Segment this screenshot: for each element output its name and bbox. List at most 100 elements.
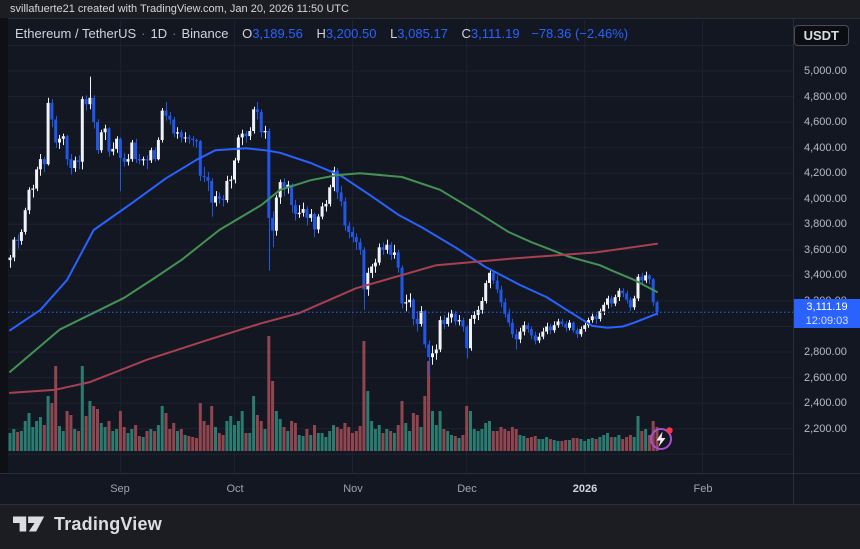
- volume-bar: [499, 427, 503, 451]
- candle-body: [647, 275, 651, 280]
- volume-bar: [469, 411, 472, 451]
- candle-body: [172, 119, 176, 134]
- volume-bar: [510, 427, 514, 451]
- candle-body: [195, 140, 198, 142]
- volume-bar: [172, 423, 176, 451]
- volume-bar: [644, 429, 648, 451]
- symbol-title[interactable]: Ethereum / TetherUS: [15, 26, 137, 41]
- volume-bar: [476, 431, 480, 451]
- volume-bar: [61, 431, 65, 451]
- candle-body: [58, 138, 61, 143]
- volume-bar: [149, 429, 153, 451]
- left-edge-strip: [0, 18, 8, 473]
- candle-body: [457, 320, 461, 322]
- candle-body: [332, 170, 335, 188]
- candle-body: [286, 184, 290, 188]
- price-tick-label: 4,600.00: [804, 116, 847, 128]
- candle-body: [571, 322, 575, 331]
- volume-bar: [541, 439, 545, 451]
- volume-bar: [442, 429, 446, 451]
- candle-body: [526, 325, 530, 329]
- candle-body: [252, 109, 256, 131]
- volume-bar: [23, 421, 27, 451]
- candle-body: [495, 280, 499, 290]
- candle-body: [598, 311, 602, 319]
- candle-body: [351, 232, 354, 238]
- candle-body: [202, 175, 206, 178]
- candle-body: [625, 293, 629, 300]
- volume-bar: [126, 433, 130, 451]
- candle-body: [27, 189, 31, 211]
- volume-bar: [366, 391, 370, 451]
- flash-marker-icon[interactable]: [650, 427, 673, 450]
- volume-bar: [465, 406, 469, 451]
- candle-body: [461, 320, 465, 327]
- price-tick-label: 4,800.00: [804, 91, 847, 103]
- candle-body: [453, 313, 457, 322]
- volume-bar: [647, 435, 651, 451]
- volume-bar: [575, 438, 579, 451]
- volume-bar: [313, 425, 316, 451]
- candle-body: [130, 142, 134, 160]
- volume-bar: [446, 431, 450, 451]
- candle-body: [560, 321, 564, 324]
- volume-bar: [529, 437, 533, 451]
- volume-bar: [191, 437, 195, 451]
- volume-bar: [153, 431, 157, 451]
- candle-body: [115, 138, 119, 149]
- volume-bar: [335, 427, 339, 451]
- volume-bar: [293, 423, 297, 451]
- volume-bar: [96, 409, 99, 451]
- volume-bar: [99, 423, 103, 451]
- volume-bar: [453, 436, 457, 451]
- volume-bar: [42, 425, 46, 451]
- currency-toggle-button[interactable]: USDT: [793, 25, 849, 46]
- volume-bar: [179, 429, 183, 451]
- volume-bar: [628, 435, 632, 451]
- volume-bar: [370, 421, 374, 451]
- candle-body: [373, 262, 377, 267]
- candle-body: [210, 180, 214, 203]
- candle-body: [96, 122, 99, 151]
- ma-fast-blue[interactable]: [9, 147, 658, 332]
- ma-slow-red[interactable]: [9, 242, 658, 394]
- ma-mid-green[interactable]: [9, 172, 658, 373]
- volume-bar: [606, 433, 609, 451]
- volume-bar: [503, 429, 507, 451]
- volume-bar: [217, 433, 221, 451]
- volume-bar: [164, 413, 168, 451]
- candle-body: [179, 132, 183, 138]
- tradingview-logo-icon: [13, 516, 45, 532]
- volume-bar: [385, 429, 389, 451]
- candle-body: [65, 136, 69, 160]
- tradingview-footer[interactable]: TradingView: [13, 511, 162, 537]
- attribution-bar: svillafuerte21 created with TradingView.…: [0, 0, 860, 18]
- volume-bar: [347, 427, 351, 451]
- candle-body: [225, 180, 229, 201]
- candle-body: [282, 182, 286, 188]
- candle-body: [404, 302, 408, 304]
- candle-body: [290, 184, 294, 206]
- candle-body: [229, 179, 233, 181]
- candle-body: [107, 128, 111, 152]
- volume-bar: [54, 366, 58, 451]
- tradingview-logo-text: TradingView: [54, 513, 162, 534]
- candle-body: [16, 239, 20, 241]
- volume-bar: [545, 437, 549, 451]
- candle-body: [590, 316, 594, 321]
- symbol-legend[interactable]: Ethereum / TetherUS · 1D · Binance O3,189.56…: [15, 26, 628, 42]
- candle-body: [621, 290, 625, 294]
- time-tick-label: Sep: [110, 483, 130, 495]
- volume-bar: [31, 427, 35, 451]
- candle-body: [507, 313, 511, 323]
- volume-bar: [358, 426, 362, 451]
- interval-label[interactable]: 1D: [150, 26, 168, 41]
- volume-bar: [571, 438, 575, 451]
- volume-bar: [472, 429, 476, 451]
- volume-bar: [73, 429, 77, 451]
- volume-bar: [522, 436, 526, 451]
- volume-bar: [533, 436, 537, 451]
- volume-bar: [168, 429, 172, 451]
